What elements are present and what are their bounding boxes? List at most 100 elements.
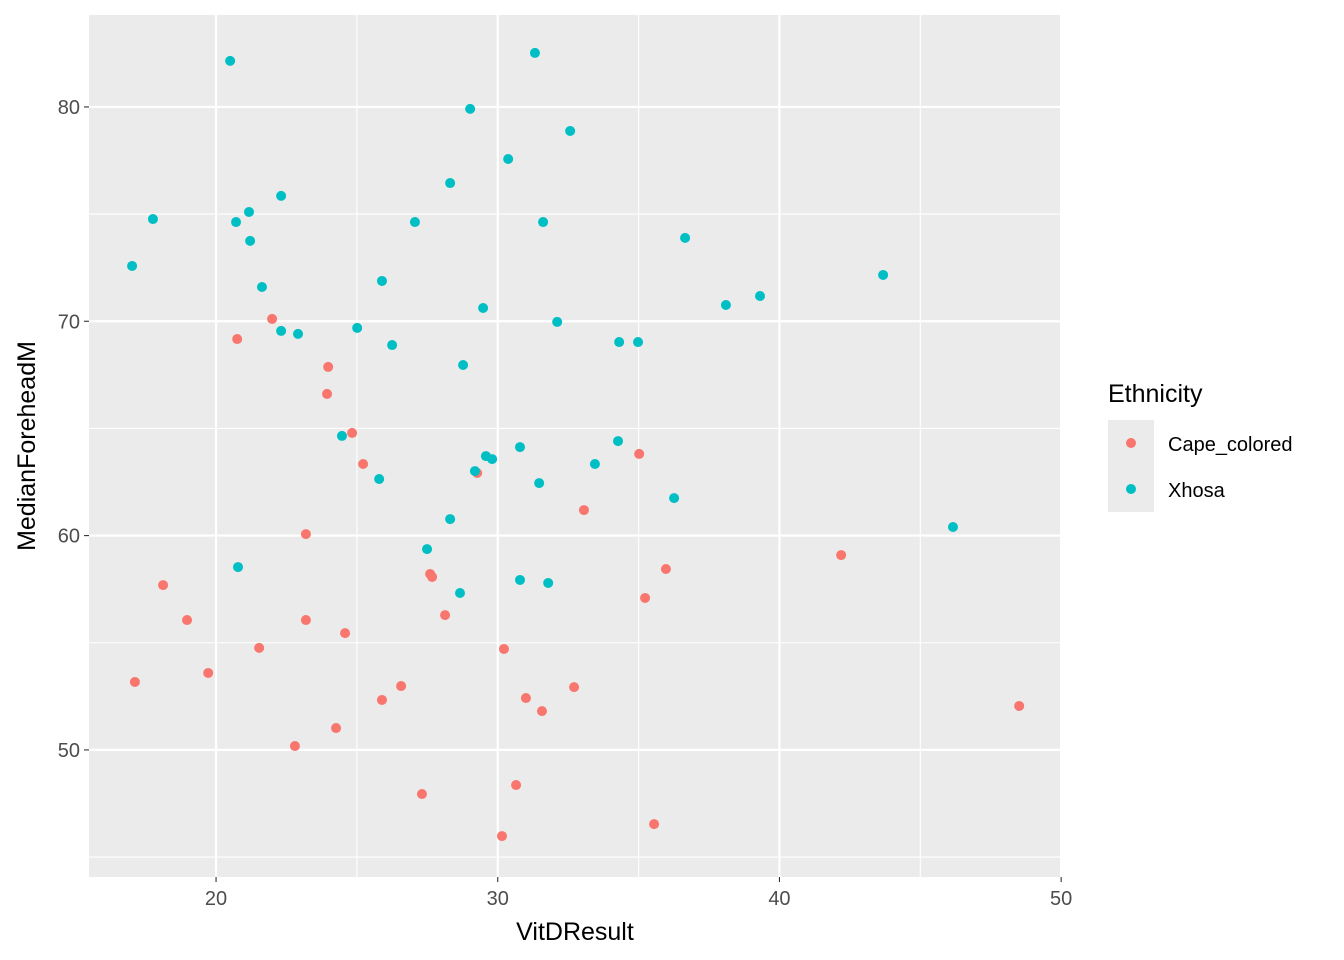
point-xhosa <box>376 275 387 286</box>
point-xhosa <box>455 588 466 599</box>
point-cape-colored <box>396 681 407 692</box>
point-cape-colored <box>660 564 671 575</box>
point-xhosa <box>336 430 347 441</box>
point-cape-colored <box>498 643 509 654</box>
point-cape-colored <box>640 592 651 603</box>
point-cape-colored <box>578 505 589 516</box>
point-cape-colored <box>836 550 847 561</box>
point-cape-colored <box>358 459 369 470</box>
point-cape-colored <box>416 789 427 800</box>
point-cape-colored <box>289 741 300 752</box>
x-axis-ticks: 20 30 40 50 <box>205 877 1072 910</box>
point-xhosa <box>233 562 244 573</box>
point-xhosa <box>633 337 644 348</box>
point-xhosa <box>878 269 889 280</box>
point-xhosa <box>720 299 731 310</box>
point-cape-colored <box>129 676 140 687</box>
legend-label-xhosa: Xhosa <box>1168 480 1226 502</box>
point-xhosa <box>422 544 433 555</box>
data-points <box>127 47 1025 842</box>
point-xhosa <box>552 316 563 327</box>
legend-key-xhosa <box>1126 484 1136 494</box>
point-cape-colored <box>340 628 351 639</box>
point-xhosa <box>538 217 549 228</box>
point-cape-colored <box>1014 700 1025 711</box>
point-xhosa <box>374 474 385 485</box>
legend-title: Ethnicity <box>1108 380 1203 408</box>
point-xhosa <box>515 574 526 585</box>
point-xhosa <box>680 232 691 243</box>
x-tick-label: 30 <box>487 888 509 910</box>
point-xhosa <box>127 260 138 271</box>
y-axis-ticks: 50 60 70 80 <box>58 97 89 762</box>
x-tick-label: 20 <box>205 888 227 910</box>
point-xhosa <box>543 577 554 588</box>
point-cape-colored <box>347 427 358 438</box>
point-cape-colored <box>496 831 507 842</box>
point-cape-colored <box>331 723 342 734</box>
point-xhosa <box>352 322 363 333</box>
point-xhosa <box>534 478 545 489</box>
point-xhosa <box>256 281 267 292</box>
point-cape-colored <box>203 667 214 678</box>
point-cape-colored <box>649 819 660 830</box>
y-tick-label: 70 <box>58 311 80 333</box>
point-cape-colored <box>323 361 334 372</box>
y-axis-title: MedianForeheadM <box>13 341 41 551</box>
point-xhosa <box>478 302 489 313</box>
point-xhosa <box>565 125 576 136</box>
point-cape-colored <box>440 610 451 621</box>
legend: Ethnicity Cape_colored Xhosa <box>1108 380 1293 512</box>
point-cape-colored <box>520 693 531 704</box>
point-cape-colored <box>634 448 645 459</box>
y-tick-label: 80 <box>58 97 80 119</box>
point-cape-colored <box>536 706 547 717</box>
y-tick-label: 50 <box>58 740 80 762</box>
point-xhosa <box>755 290 766 301</box>
x-axis-title: VitDResult <box>516 918 634 946</box>
plot-panel <box>89 15 1062 877</box>
point-cape-colored <box>322 388 333 399</box>
point-xhosa <box>465 103 476 114</box>
point-xhosa <box>469 466 480 477</box>
point-xhosa <box>245 235 256 246</box>
point-xhosa <box>293 328 304 339</box>
point-xhosa <box>231 217 242 228</box>
point-xhosa <box>614 337 625 348</box>
point-xhosa <box>458 359 469 370</box>
point-xhosa <box>669 493 680 504</box>
point-xhosa <box>589 459 600 470</box>
x-tick-label: 50 <box>1050 888 1072 910</box>
point-xhosa <box>515 442 526 453</box>
point-xhosa <box>445 178 456 189</box>
point-cape-colored <box>267 313 278 324</box>
point-xhosa <box>947 522 958 533</box>
y-tick-label: 60 <box>58 526 80 548</box>
legend-label-cape-colored: Cape_colored <box>1168 434 1293 456</box>
legend-key-cape-colored <box>1126 438 1136 448</box>
grid-lines <box>89 15 1063 877</box>
point-cape-colored <box>232 334 243 345</box>
x-tick-label: 40 <box>768 888 790 910</box>
point-cape-colored <box>158 580 169 591</box>
point-cape-colored <box>300 615 311 626</box>
point-xhosa <box>147 214 158 225</box>
point-xhosa <box>276 325 287 336</box>
point-cape-colored <box>182 615 193 626</box>
point-xhosa <box>409 217 420 228</box>
point-xhosa <box>225 55 236 66</box>
point-xhosa <box>487 454 498 465</box>
point-xhosa <box>529 47 540 58</box>
point-cape-colored <box>254 642 265 653</box>
point-xhosa <box>445 514 456 525</box>
point-xhosa <box>276 190 287 201</box>
point-cape-colored <box>569 682 580 693</box>
point-xhosa <box>244 206 255 217</box>
point-cape-colored <box>376 694 387 705</box>
point-cape-colored <box>300 529 311 540</box>
point-xhosa <box>387 340 398 351</box>
point-cape-colored <box>427 571 438 582</box>
point-xhosa <box>503 154 514 165</box>
point-xhosa <box>613 436 624 447</box>
